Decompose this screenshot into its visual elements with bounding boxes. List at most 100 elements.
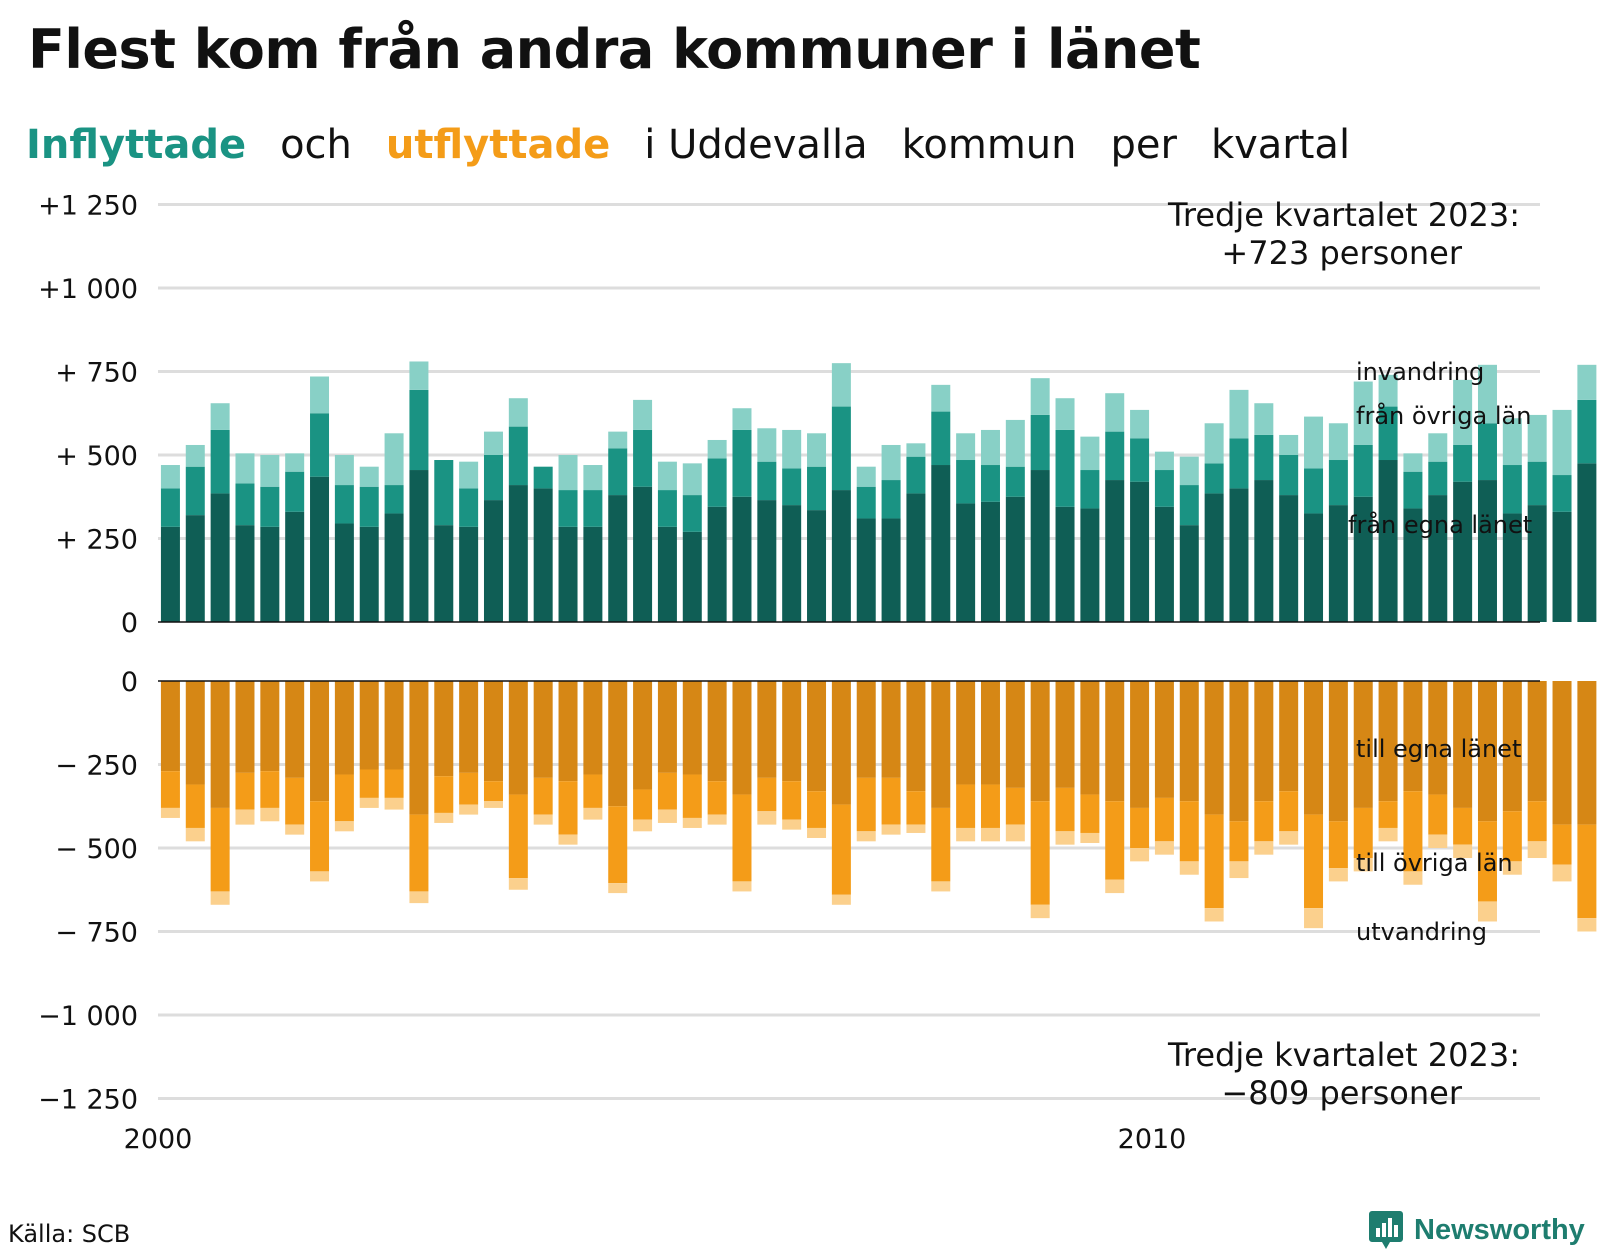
source-label: Källa: SCB [8, 1220, 131, 1248]
bar-in-immigration [831, 363, 851, 407]
bar-in-own-county [1378, 460, 1398, 622]
bar-out-emigration [931, 881, 951, 892]
bar-out-own-county [1527, 681, 1547, 802]
bar-out-other-county [1055, 787, 1075, 832]
bar-out-other-county [1005, 787, 1025, 825]
bar-in-own-county [334, 523, 354, 622]
bar-out-emigration [310, 871, 330, 882]
bar-in-own-county [533, 488, 553, 622]
bar-in-own-county [1055, 506, 1075, 622]
brand-label: Newsworthy [1414, 1213, 1585, 1246]
bar-out-own-county [210, 681, 230, 808]
bar-in-other-county [583, 490, 603, 527]
bar-in-immigration [334, 455, 354, 486]
bar-in-own-county [210, 493, 230, 622]
bar-out-emigration [1328, 868, 1348, 882]
bar-out-other-county [434, 776, 454, 813]
bar-out-emigration [1229, 861, 1249, 879]
bar-in-own-county [682, 531, 702, 622]
bar-in-immigration [1477, 364, 1497, 424]
bar-out-own-county [1229, 681, 1249, 822]
bar-out-own-county [1130, 681, 1150, 808]
bar-out-other-county [956, 784, 976, 828]
bar-in-other-county [185, 466, 205, 516]
bar-in-other-county [310, 413, 330, 477]
bar-in-immigration [757, 428, 777, 462]
bar-in-other-county [1304, 468, 1324, 514]
bar-out-own-county [881, 681, 901, 778]
bar-out-own-county [334, 681, 354, 775]
bar-out-other-county [682, 774, 702, 818]
bar-out-other-county [409, 814, 429, 892]
annotation-bottom: Tredje kvartalet 2023: −809 personer [1167, 1036, 1520, 1112]
bar-out-emigration [1403, 871, 1423, 885]
bar-in-other-county [707, 458, 727, 507]
bar-in-immigration [956, 433, 976, 461]
bar-out-own-county [1552, 681, 1572, 825]
bar-out-other-county [285, 777, 305, 825]
bar-in-other-county [1353, 444, 1373, 497]
bar-out-own-county [1055, 681, 1075, 788]
bar-in-immigration [583, 465, 603, 491]
ytick-label-top: +1 000 [38, 274, 138, 305]
bar-in-other-county [1105, 431, 1125, 481]
bar-out-other-county [1328, 821, 1348, 869]
subtitle-place: i Uddevalla [644, 122, 868, 168]
bar-in-own-county [1353, 496, 1373, 622]
bar-in-own-county [310, 476, 330, 622]
bar-out-own-county [1304, 681, 1324, 815]
bar-out-other-county [831, 804, 851, 895]
bar-out-other-county [260, 771, 280, 808]
bar-out-other-county [1105, 801, 1125, 880]
bar-out-own-county [633, 681, 653, 790]
bar-out-other-county [210, 807, 230, 892]
bar-out-own-county [583, 681, 603, 775]
bar-in-immigration [807, 433, 827, 467]
bar-in-immigration [1055, 398, 1075, 430]
bar-out-own-county [558, 681, 578, 782]
bar-in-other-county [1279, 455, 1299, 496]
bar-in-own-county [931, 465, 951, 622]
bar-out-own-county [1502, 681, 1522, 812]
bar-in-immigration [1105, 393, 1125, 432]
bar-in-immigration [185, 444, 205, 467]
bar-in-other-county [558, 490, 578, 527]
bar-in-immigration [1577, 364, 1597, 400]
bar-out-emigration [856, 831, 876, 842]
bar-in-other-county [1229, 438, 1249, 489]
bar-out-emigration [260, 807, 280, 822]
bar-in-own-county [1080, 508, 1100, 622]
bar-out-emigration [657, 809, 677, 823]
bar-in-immigration [260, 455, 280, 487]
gridlines [158, 203, 1540, 1100]
bar-out-other-county [931, 807, 951, 882]
bar-out-other-county [807, 791, 827, 828]
bar-out-emigration [608, 883, 628, 894]
bar-out-emigration [1527, 841, 1547, 859]
bar-out-own-county [1179, 681, 1199, 802]
bar-in-own-county [160, 526, 180, 622]
bar-out-own-county [1080, 681, 1100, 795]
bar-out-other-county [558, 781, 578, 835]
ytick-label-bottom: − 750 [55, 918, 138, 949]
bar-out-own-county [980, 681, 1000, 785]
bar-out-own-county [831, 681, 851, 805]
bar-out-emigration [558, 834, 578, 845]
bar-out-emigration [1204, 908, 1224, 922]
series-label-bottom: till övriga län [1356, 849, 1513, 877]
bar-out-other-county [185, 784, 205, 828]
bar-out-other-county [1453, 807, 1473, 845]
bar-out-emigration [1378, 827, 1398, 842]
ytick-label-top: 0 [121, 608, 138, 639]
bar-in-immigration [210, 403, 230, 430]
bar-in-other-county [1055, 429, 1075, 507]
bar-out-emigration [1477, 901, 1497, 922]
bar-in-other-county [881, 480, 901, 519]
bar-out-other-county [1179, 801, 1199, 862]
bar-out-emigration [1130, 848, 1150, 862]
bar-out-emigration [732, 881, 752, 892]
bar-out-emigration [831, 894, 851, 905]
bar-in-other-county [657, 490, 677, 527]
bar-in-other-county [1204, 463, 1224, 494]
bar-out-own-county [1428, 681, 1448, 795]
